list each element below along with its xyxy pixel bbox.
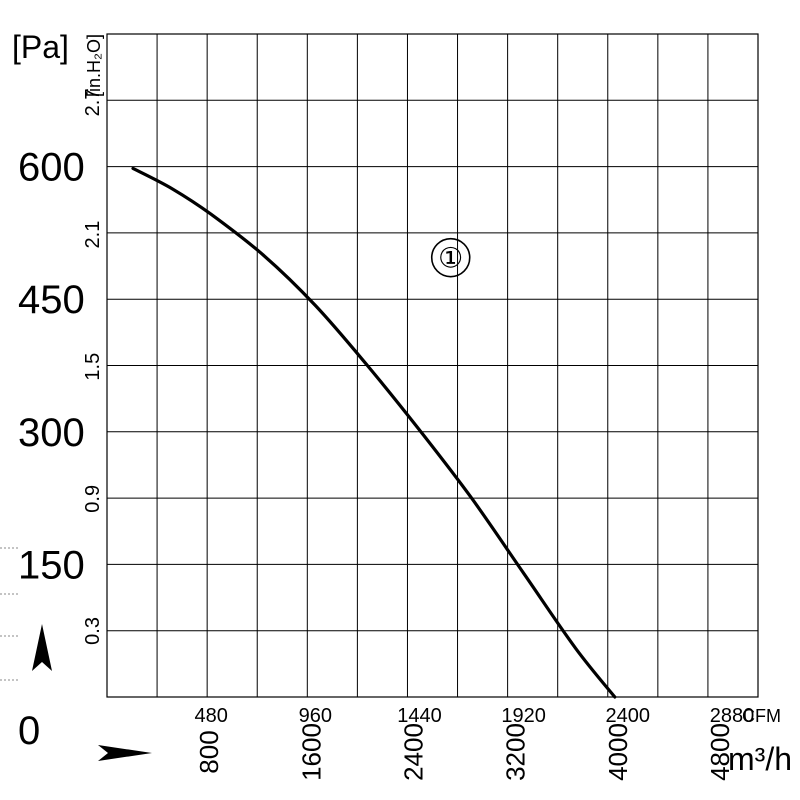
x-tick-cfm: 2880 <box>710 705 755 727</box>
x-tick-cfm: 2400 <box>606 705 651 727</box>
x-tick-m3h: 4000 <box>603 723 633 781</box>
series-label-circle <box>430 237 471 278</box>
x-unit-cfm: CFM <box>742 706 781 726</box>
y-tick-pa: 300 <box>18 411 85 455</box>
x-tick-m3h: 800 <box>194 730 224 773</box>
y-axis-pa-ticks: 150 300 450 600 <box>18 146 85 588</box>
y-tick-inh2o: 0.9 <box>82 485 104 513</box>
arrow-up-icon <box>32 624 52 671</box>
margin-dashes <box>0 547 18 681</box>
x-tick-cfm: 1920 <box>501 705 546 727</box>
origin-zero-label: 0 <box>18 709 40 753</box>
y-tick-inh2o: 2.1 <box>82 221 104 249</box>
y-tick-pa: 450 <box>18 278 85 322</box>
x-tick-m3h: 1600 <box>296 723 326 781</box>
series-curve <box>131 166 617 699</box>
x-tick-cfm: 480 <box>194 705 227 727</box>
x-tick-cfm: 1440 <box>397 705 442 727</box>
series-label-text: ① <box>438 243 463 274</box>
grid <box>107 34 758 697</box>
y-tick-inh2o: 0.3 <box>82 617 104 645</box>
y-tick-pa: 150 <box>18 543 85 587</box>
y-unit-pa: [Pa] <box>12 29 69 65</box>
x-tick-m3h: 2400 <box>399 723 429 781</box>
x-tick-m3h: 3200 <box>501 723 531 781</box>
x-tick-cfm: 960 <box>299 705 332 727</box>
x-tick-m3h: 4800 <box>705 723 735 781</box>
series-label: ① <box>430 237 471 278</box>
x-axis-cfm-ticks: 480 960 1440 1920 2400 2880 <box>194 705 754 727</box>
y-tick-pa: 600 <box>18 146 85 190</box>
x-axis-m3h-ticks: 800 1600 2400 3200 4000 4800 <box>194 723 735 781</box>
arrow-right-icon <box>98 745 152 761</box>
y-tick-inh2o: 2.7 <box>82 89 104 117</box>
plot-frame <box>106 33 759 698</box>
y-unit-inh2o: [in.H₂O] <box>84 34 104 97</box>
y-tick-inh2o: 1.5 <box>82 353 104 381</box>
y-axis-inh2o-ticks: 0.3 0.9 1.5 2.1 2.7 <box>82 89 104 645</box>
x-unit-m3h: m³/h <box>728 741 792 777</box>
